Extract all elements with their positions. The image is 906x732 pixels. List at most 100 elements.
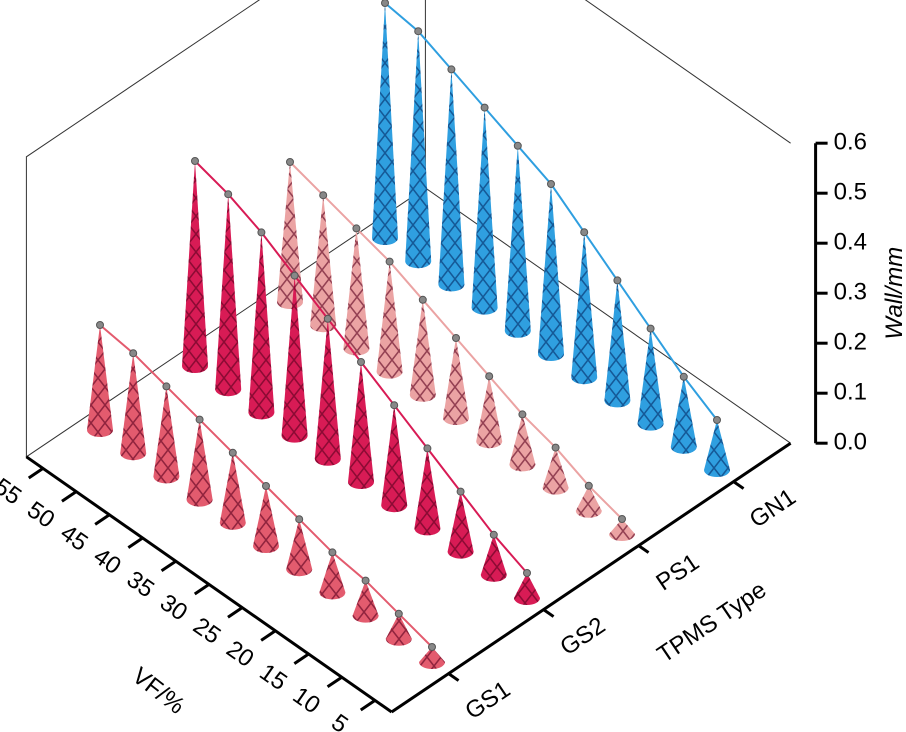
- x-tick-label: 5: [326, 709, 352, 732]
- cone-hatch: [419, 647, 445, 669]
- cone-hatch: [87, 325, 113, 437]
- point: [485, 372, 494, 381]
- x-tick: [260, 629, 277, 642]
- point: [414, 27, 423, 36]
- point: [452, 334, 460, 342]
- cone-hatch: [609, 519, 635, 541]
- point: [423, 444, 432, 453]
- frame-edge: [584, 0, 791, 144]
- point: [551, 443, 560, 452]
- y-tick: [542, 608, 555, 618]
- x-tick: [293, 652, 310, 665]
- z-tick-label: 0.0: [834, 429, 867, 456]
- cone-hatch: [310, 195, 337, 333]
- x-tick: [326, 675, 343, 689]
- cone-hatch: [182, 161, 208, 373]
- point: [489, 530, 498, 539]
- x-tick-label: 20: [221, 635, 258, 672]
- x-tick-label: 40: [88, 543, 125, 580]
- cone-hatch: [376, 261, 403, 379]
- cone-hatch: [447, 491, 474, 559]
- x-tick-label: 45: [55, 519, 92, 556]
- x-tick: [127, 536, 144, 549]
- cone-hatch: [542, 447, 569, 495]
- cone-hatch: [352, 580, 379, 623]
- cone-hatch: [348, 362, 374, 489]
- cone-hatch: [670, 376, 697, 454]
- cone-hatch: [343, 228, 370, 356]
- cone-hatch: [314, 318, 341, 466]
- point: [228, 448, 237, 457]
- x-tick-label: 10: [288, 682, 325, 719]
- point: [390, 401, 399, 410]
- cone-hatch: [414, 448, 441, 536]
- x-tick: [27, 467, 44, 480]
- cone-hatch: [604, 280, 631, 408]
- y-tick-label: PS1: [651, 549, 704, 597]
- point: [480, 103, 489, 112]
- x-tick: [160, 559, 177, 573]
- x-axis-label: VF/%: [127, 662, 190, 719]
- cone-hatch: [277, 162, 303, 309]
- cone-hatch: [153, 386, 180, 484]
- point: [295, 515, 304, 524]
- point: [618, 515, 626, 523]
- x-tick-label: 50: [22, 496, 59, 533]
- cone-hatch: [381, 405, 408, 513]
- point: [523, 569, 531, 577]
- z-tick-label: 0.2: [834, 329, 867, 356]
- point: [162, 382, 171, 391]
- point: [679, 372, 688, 381]
- cone-hatch: [409, 299, 436, 402]
- cone-hatch: [186, 419, 213, 507]
- cone-hatch: [571, 232, 598, 385]
- x-tick-label: 55: [0, 473, 26, 510]
- cone-hatch: [704, 420, 730, 477]
- cone-hatch: [281, 275, 308, 443]
- cone-hatch: [253, 486, 279, 553]
- cone-hatch: [471, 107, 498, 315]
- x-tick: [227, 606, 244, 619]
- point: [352, 224, 361, 233]
- x-tick-label: 25: [188, 612, 225, 649]
- x-tick-label: 30: [155, 589, 192, 626]
- point: [646, 324, 655, 333]
- z-tick-label: 0.6: [834, 129, 867, 156]
- cone-hatch: [385, 613, 412, 646]
- point: [381, 0, 389, 7]
- y-tick-label: GS1: [460, 676, 515, 725]
- x-tick: [193, 583, 210, 596]
- x-tick: [94, 513, 111, 526]
- z-tick-label: 0.4: [834, 229, 867, 256]
- point: [129, 349, 138, 358]
- y-tick-label: GN1: [745, 483, 801, 533]
- y-tick-label: GS2: [555, 612, 610, 661]
- axis-line: [390, 441, 792, 714]
- cone-hatch: [504, 145, 531, 338]
- point: [513, 141, 522, 150]
- point: [584, 481, 593, 490]
- x-tick: [61, 490, 78, 503]
- cone-hatch: [248, 232, 275, 420]
- point: [418, 295, 427, 304]
- point: [262, 482, 270, 490]
- z-tick-label: 0.3: [834, 279, 867, 306]
- cone-hatch: [372, 3, 398, 245]
- point: [580, 228, 589, 237]
- cone-hatch: [405, 31, 432, 269]
- point: [456, 487, 465, 496]
- z-axis-label: Wall/mm: [881, 247, 906, 340]
- point: [385, 257, 394, 266]
- cone-hatch: [575, 485, 602, 518]
- cone-hatch: [476, 376, 503, 449]
- x-tick-label: 15: [254, 659, 291, 696]
- point: [357, 358, 365, 366]
- cone-hatch: [538, 184, 564, 361]
- cone-hatch: [215, 194, 242, 397]
- point: [328, 548, 337, 557]
- cone-hatch: [443, 338, 469, 425]
- point: [361, 576, 370, 585]
- cone-hatch: [637, 328, 664, 431]
- point: [547, 180, 555, 188]
- point: [713, 416, 721, 424]
